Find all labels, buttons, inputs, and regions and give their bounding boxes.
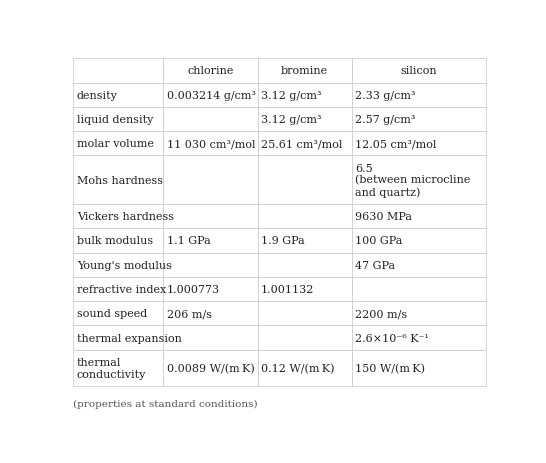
Bar [73,132,163,156]
Text: 3.12 g/cm³: 3.12 g/cm³ [261,115,322,125]
Text: liquid density: liquid density [76,115,153,125]
Bar [163,350,258,387]
Text: Young's modulus: Young's modulus [76,260,171,270]
Text: Vickers hardness: Vickers hardness [76,212,174,222]
Text: 2200 m/s: 2200 m/s [355,309,407,319]
Bar [73,107,163,132]
Bar [352,326,486,350]
Bar [258,326,352,350]
Text: 2.33 g/cm³: 2.33 g/cm³ [355,90,416,100]
Bar [258,277,352,301]
Bar [258,156,352,205]
Bar [163,229,258,253]
Bar [352,132,486,156]
Bar [163,301,258,326]
Bar [352,277,486,301]
Text: 0.12 W/(m K): 0.12 W/(m K) [261,363,334,373]
Bar [73,326,163,350]
Bar [352,350,486,387]
Text: chlorine: chlorine [187,66,234,76]
Bar [73,156,163,205]
Text: 1.001132: 1.001132 [261,284,314,294]
Text: molar volume: molar volume [76,139,154,149]
Bar [163,253,258,277]
Bar [258,83,352,107]
Text: 0.0089 W/(m K): 0.0089 W/(m K) [167,363,254,373]
Text: 25.61 cm³/mol: 25.61 cm³/mol [261,139,342,149]
Text: silicon: silicon [401,66,437,76]
Text: refractive index: refractive index [76,284,166,294]
Text: 6.5
(between microcline
and quartz): 6.5 (between microcline and quartz) [355,163,471,197]
Text: 1.1 GPa: 1.1 GPa [167,236,211,246]
Bar [352,107,486,132]
Text: Mohs hardness: Mohs hardness [76,175,163,185]
Bar [73,301,163,326]
Text: (properties at standard conditions): (properties at standard conditions) [73,399,258,407]
Bar [163,59,258,83]
Text: 12.05 cm³/mol: 12.05 cm³/mol [355,139,436,149]
Bar [163,156,258,205]
Bar [73,59,163,83]
Bar [352,301,486,326]
Bar [163,205,258,229]
Text: 47 GPa: 47 GPa [355,260,395,270]
Bar [258,301,352,326]
Bar [352,83,486,107]
Bar [73,83,163,107]
Text: 3.12 g/cm³: 3.12 g/cm³ [261,90,322,100]
Text: 2.6×10⁻⁶ K⁻¹: 2.6×10⁻⁶ K⁻¹ [355,333,429,343]
Bar [73,277,163,301]
Bar [352,253,486,277]
Bar [352,59,486,83]
Text: density: density [76,90,117,100]
Bar [73,253,163,277]
Bar [258,132,352,156]
Bar [163,83,258,107]
Bar [258,205,352,229]
Bar [258,229,352,253]
Text: 150 W/(m K): 150 W/(m K) [355,363,425,373]
Text: 0.003214 g/cm³: 0.003214 g/cm³ [167,90,256,100]
Text: sound speed: sound speed [76,309,147,319]
Text: 9630 MPa: 9630 MPa [355,212,412,222]
Text: 206 m/s: 206 m/s [167,309,212,319]
Bar [163,107,258,132]
Text: thermal expansion: thermal expansion [76,333,182,343]
Text: 1.000773: 1.000773 [167,284,220,294]
Bar [73,229,163,253]
Bar [73,205,163,229]
Text: 1.9 GPa: 1.9 GPa [261,236,305,246]
Bar [73,350,163,387]
Bar [258,350,352,387]
Bar [352,205,486,229]
Bar [258,107,352,132]
Bar [163,277,258,301]
Bar [352,229,486,253]
Text: thermal
conductivity: thermal conductivity [76,357,146,379]
Text: 100 GPa: 100 GPa [355,236,402,246]
Bar [352,156,486,205]
Bar [163,326,258,350]
Text: 11 030 cm³/mol: 11 030 cm³/mol [167,139,255,149]
Bar [258,59,352,83]
Text: 2.57 g/cm³: 2.57 g/cm³ [355,115,416,125]
Bar [258,253,352,277]
Text: bulk modulus: bulk modulus [76,236,153,246]
Text: bromine: bromine [281,66,328,76]
Bar [163,132,258,156]
